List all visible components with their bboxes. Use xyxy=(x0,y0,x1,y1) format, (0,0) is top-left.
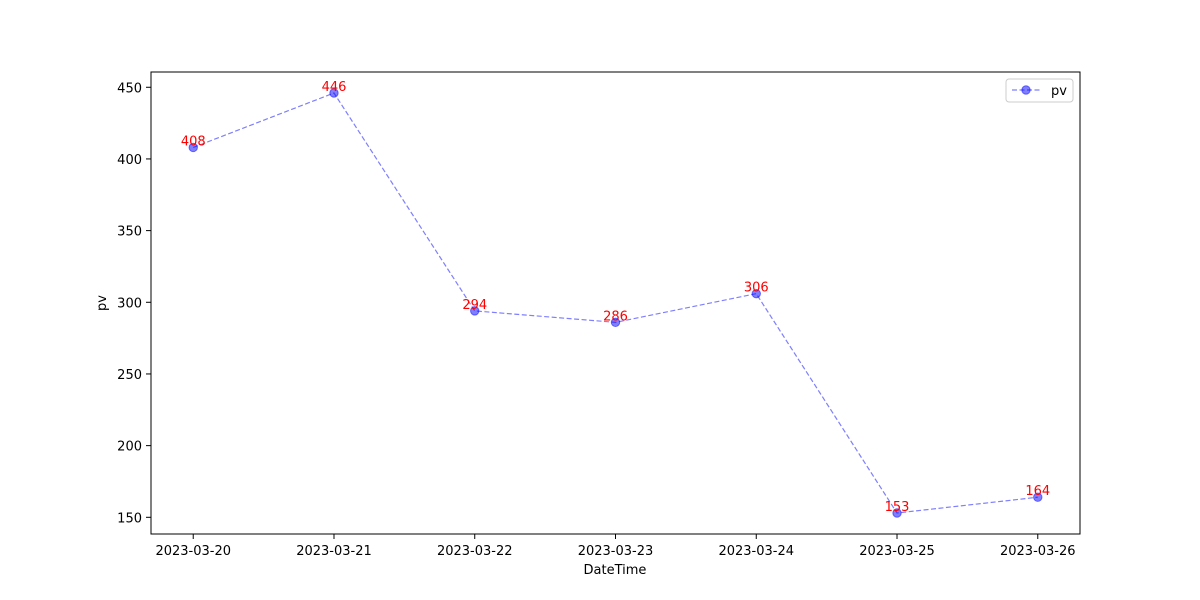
x-tick-label: 2023-03-26 xyxy=(1000,544,1076,559)
y-tick-label: 400 xyxy=(117,153,142,168)
data-point xyxy=(188,142,198,153)
y-axis-label: pv xyxy=(95,295,110,311)
value-label: 153 xyxy=(885,500,910,515)
y-tick-label: 150 xyxy=(117,511,142,526)
value-label: 294 xyxy=(462,298,487,313)
value-label: 306 xyxy=(744,281,769,296)
x-tick-label: 2023-03-21 xyxy=(296,544,372,559)
legend-label: pv xyxy=(1051,84,1067,99)
x-tick-label: 2023-03-24 xyxy=(718,544,794,559)
x-tick-label: 2023-03-25 xyxy=(859,544,935,559)
x-tick-label: 2023-03-23 xyxy=(578,544,654,559)
data-point xyxy=(610,317,621,328)
value-label: 446 xyxy=(322,80,347,95)
x-axis-label: DateTime xyxy=(584,563,647,578)
x-tick-label: 2023-03-22 xyxy=(437,544,513,559)
plot-frame xyxy=(150,71,1081,535)
data-point xyxy=(1033,492,1043,502)
y-tick-label: 200 xyxy=(117,440,142,455)
x-tick-label: 2023-03-20 xyxy=(155,544,231,559)
y-tick-label: 450 xyxy=(117,81,142,96)
legend-marker xyxy=(1021,85,1031,95)
y-tick-label: 300 xyxy=(117,296,142,311)
data-point xyxy=(892,508,902,518)
value-label: 286 xyxy=(603,309,628,324)
y-tick-label: 250 xyxy=(117,368,142,383)
data-point xyxy=(470,306,480,316)
data-point xyxy=(751,288,761,299)
value-label: 408 xyxy=(181,134,206,149)
data-point xyxy=(329,88,339,98)
value-label: 164 xyxy=(1025,484,1050,499)
y-tick-label: 350 xyxy=(117,225,142,240)
